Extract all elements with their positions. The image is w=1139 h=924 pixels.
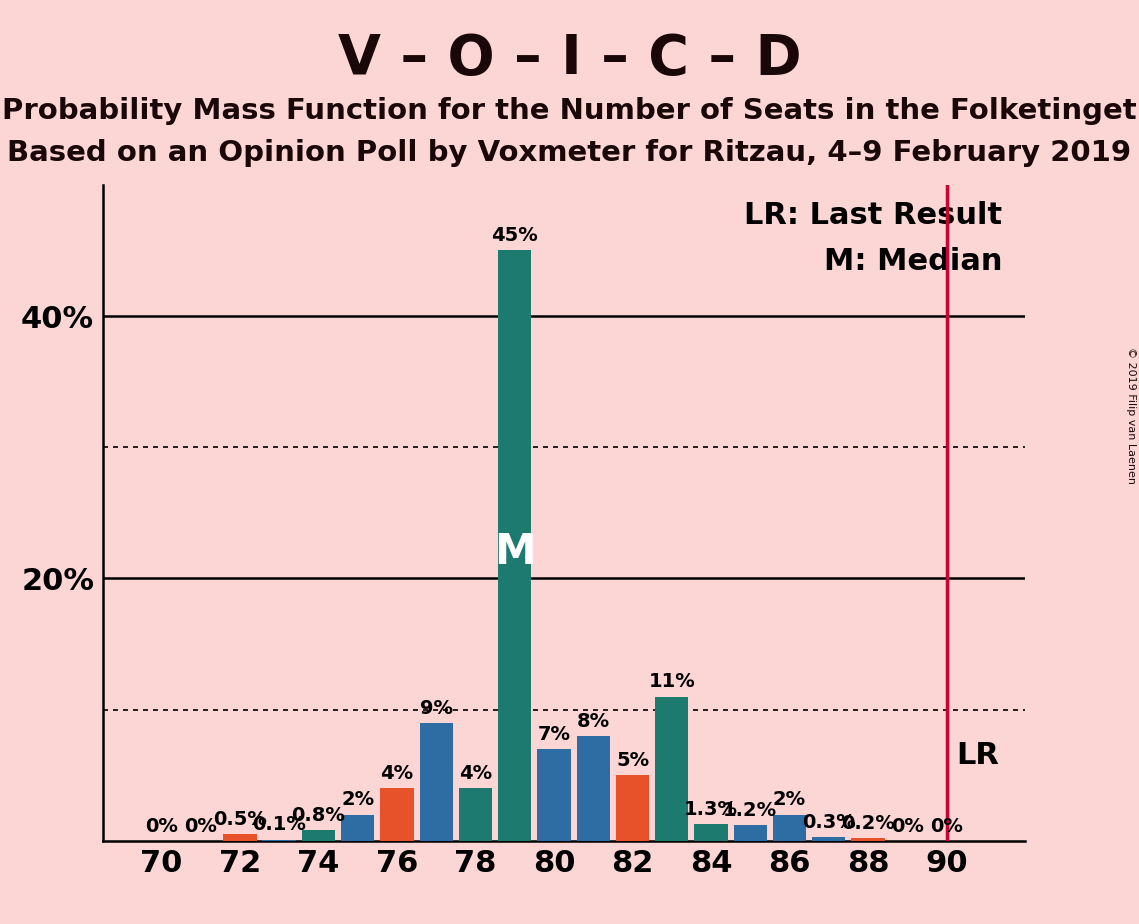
Text: 4%: 4%: [380, 764, 413, 784]
Text: 8%: 8%: [576, 711, 609, 731]
Text: 0%: 0%: [185, 817, 218, 835]
Text: 1.2%: 1.2%: [723, 801, 777, 820]
Bar: [223, 834, 256, 841]
Text: 0.3%: 0.3%: [802, 812, 855, 832]
Bar: [459, 788, 492, 841]
Bar: [302, 831, 335, 841]
Text: Based on an Opinion Poll by Voxmeter for Ritzau, 4–9 February 2019: Based on an Opinion Poll by Voxmeter for…: [8, 139, 1131, 166]
Bar: [695, 824, 728, 841]
Text: 0.5%: 0.5%: [213, 810, 267, 829]
Bar: [341, 815, 375, 841]
Text: 7%: 7%: [538, 724, 571, 744]
Bar: [576, 736, 611, 841]
Text: LR: LR: [957, 741, 999, 770]
Text: 0%: 0%: [891, 817, 924, 835]
Bar: [498, 250, 532, 841]
Text: 5%: 5%: [616, 751, 649, 770]
Bar: [538, 749, 571, 841]
Bar: [734, 825, 767, 841]
Text: M: Median: M: Median: [823, 247, 1002, 276]
Text: V – O – I – C – D: V – O – I – C – D: [337, 32, 802, 86]
Text: Probability Mass Function for the Number of Seats in the Folketinget: Probability Mass Function for the Number…: [2, 97, 1137, 125]
Bar: [851, 838, 885, 841]
Text: M: M: [494, 531, 535, 573]
Text: 0.8%: 0.8%: [292, 806, 345, 825]
Text: 11%: 11%: [648, 673, 695, 691]
Bar: [616, 775, 649, 841]
Text: © 2019 Filip van Laenen: © 2019 Filip van Laenen: [1126, 347, 1136, 484]
Bar: [262, 840, 296, 841]
Text: 0%: 0%: [145, 817, 178, 835]
Text: 1.3%: 1.3%: [685, 799, 738, 819]
Bar: [380, 788, 413, 841]
Bar: [419, 723, 453, 841]
Text: 45%: 45%: [491, 226, 538, 245]
Bar: [812, 837, 845, 841]
Text: LR: Last Result: LR: Last Result: [744, 201, 1002, 230]
Text: 0%: 0%: [931, 817, 962, 835]
Bar: [655, 697, 688, 841]
Text: 4%: 4%: [459, 764, 492, 784]
Text: 2%: 2%: [773, 790, 806, 809]
Bar: [773, 815, 806, 841]
Text: 2%: 2%: [342, 790, 375, 809]
Text: 9%: 9%: [419, 699, 452, 718]
Text: 0.1%: 0.1%: [252, 815, 306, 834]
Text: 0.2%: 0.2%: [841, 814, 895, 833]
